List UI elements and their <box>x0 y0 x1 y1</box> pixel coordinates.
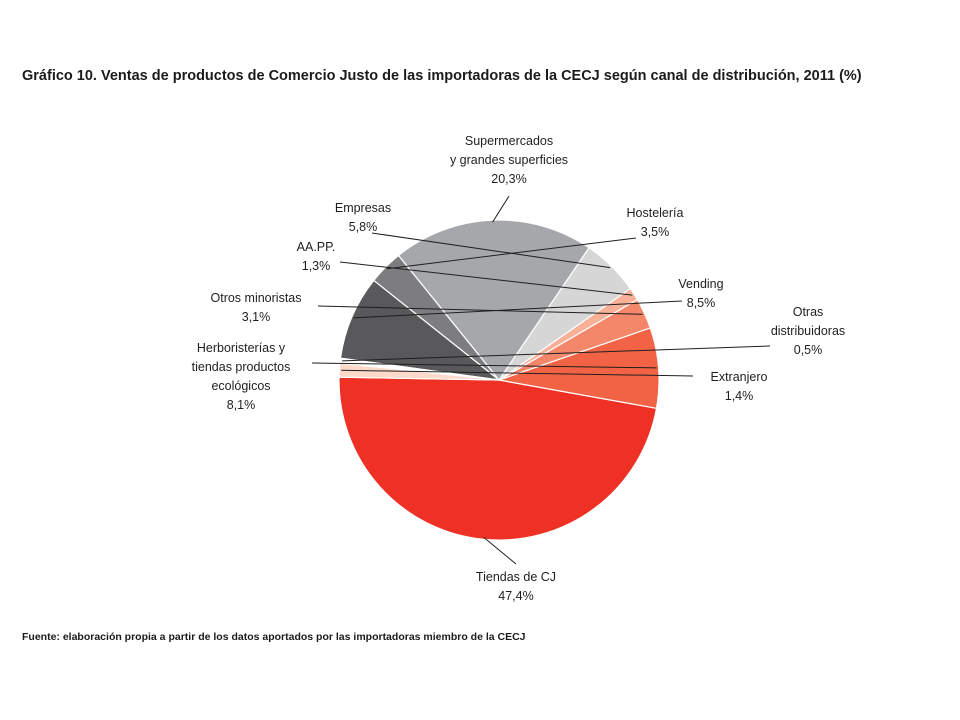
slice-value-label-herboristerias-y-tiendas-productos-ecologicos: 8,1% <box>227 398 256 412</box>
leader-line-empresas <box>371 232 611 269</box>
leader-line-extranjero <box>341 369 694 377</box>
leader-line-vending <box>353 300 683 319</box>
pie-slice-vending <box>339 279 502 381</box>
slice-value-label-empresas: 5,8% <box>349 220 378 234</box>
slice-value-label-supermercados-y-grandes-superficies: 20,3% <box>491 172 526 186</box>
chart-title: Gráfico 10. Ventas de productos de Comer… <box>22 68 862 84</box>
slice-value-label-aa-pp: 1,3% <box>302 259 331 273</box>
slice-category-label-aa-pp: AA.PP. <box>297 240 336 254</box>
slice-value-label-hosteleria: 3,5% <box>641 225 670 239</box>
slice-labels: Tiendas de CJ 47,4% Herboristerías y tienda… <box>192 134 846 603</box>
slice-category-label-vending: Vending <box>678 277 723 291</box>
slice-category-label-hosteleria: Hostelería <box>627 206 684 220</box>
leader-lines <box>311 195 771 565</box>
slice-category-label-supermercados-y-grandes-superficies: Supermercados <box>465 134 553 148</box>
slice-category-label-otras-distribuidoras: distribuidoras <box>771 324 845 338</box>
leader-line-herboristerias-y-tiendas-productos-ecologicos <box>311 362 657 369</box>
pie-slices <box>338 219 660 541</box>
leader-line-hosteleria <box>386 237 637 270</box>
slice-category-label-tiendas-de-cj: Tiendas de CJ <box>476 570 556 584</box>
leader-line-otras-distribuidoras <box>342 345 771 362</box>
slice-value-label-vending: 8,5% <box>687 296 716 310</box>
slice-category-label-empresas: Empresas <box>335 201 391 215</box>
pie-slice-supermercados-y-grandes-superficies <box>397 219 590 382</box>
leader-line-aa-pp <box>339 261 633 296</box>
leader-line-supermercados-y-grandes-superficies <box>492 195 510 223</box>
slice-category-label-otras-distribuidoras: Otras <box>793 305 824 319</box>
slice-category-label-otros-minoristas: Otros minoristas <box>211 291 302 305</box>
slice-value-label-tiendas-de-cj: 47,4% <box>498 589 533 603</box>
slice-value-label-otros-minoristas: 3,1% <box>242 310 271 324</box>
slice-value-label-extranjero: 1,4% <box>725 389 754 403</box>
slice-category-label-herboristerias-y-tiendas-productos-ecologicos: tiendas productos <box>192 360 291 374</box>
slice-category-label-extranjero: Extranjero <box>711 370 768 384</box>
leader-line-otros-minoristas <box>317 305 643 315</box>
leader-line-tiendas-de-cj <box>483 536 517 565</box>
chart-source-note: Fuente: elaboración propia a partir de l… <box>22 631 526 643</box>
pie-slice-tiendas-de-cj <box>338 376 658 541</box>
slice-category-label-herboristerias-y-tiendas-productos-ecologicos: ecológicos <box>211 379 270 393</box>
slice-value-label-otras-distribuidoras: 0,5% <box>794 343 823 357</box>
slice-category-label-herboristerias-y-tiendas-productos-ecologicos: Herboristerías y <box>197 341 286 355</box>
slice-category-label-supermercados-y-grandes-superficies: y grandes superficies <box>450 153 568 167</box>
